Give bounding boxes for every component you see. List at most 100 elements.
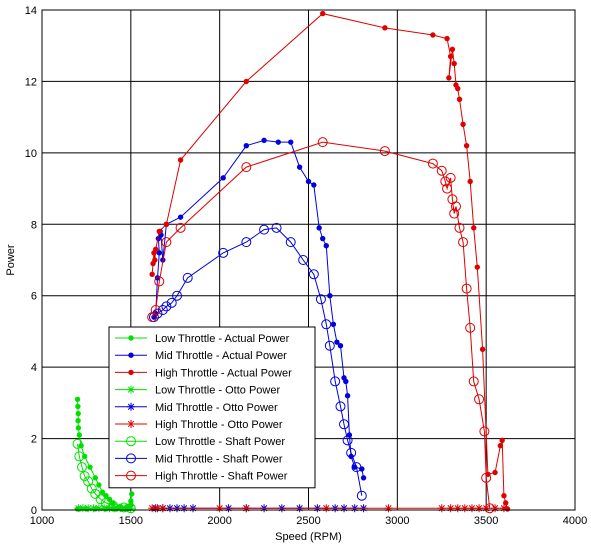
data-point <box>166 297 177 308</box>
data-point <box>110 504 119 513</box>
data-point <box>261 137 267 144</box>
x-tick-label: 1500 <box>119 515 143 527</box>
data-point <box>116 504 125 513</box>
data-point <box>343 378 349 385</box>
data-point <box>479 426 490 437</box>
data-point <box>92 475 99 481</box>
data-point <box>161 237 172 248</box>
data-point <box>75 403 81 410</box>
legend-label: Mid Throttle - Shaft Power <box>155 453 283 465</box>
legend-entry: Low Throttle - Actual Power <box>115 333 290 345</box>
data-point <box>503 500 509 506</box>
data-point <box>89 504 98 513</box>
data-point <box>499 504 508 513</box>
data-point <box>161 301 172 312</box>
data-point <box>436 165 447 176</box>
legend-entry: Low Throttle - Otto Power <box>115 385 280 397</box>
legend-marker <box>128 352 134 358</box>
data-point <box>460 121 466 127</box>
y-tick-label: 0 <box>31 505 37 517</box>
data-point <box>317 137 328 148</box>
data-point <box>311 182 317 188</box>
data-point <box>96 482 102 488</box>
data-point <box>72 438 83 449</box>
series-7 <box>148 222 367 501</box>
data-point <box>125 503 136 514</box>
legend-entry: Low Throttle - Shaft Power <box>115 436 285 448</box>
data-point <box>243 143 250 149</box>
data-point <box>175 222 186 233</box>
series-5 <box>148 504 508 513</box>
data-point <box>84 504 93 513</box>
data-point <box>360 475 367 481</box>
data-point <box>440 176 451 187</box>
data-point <box>430 32 436 38</box>
data-point <box>288 139 294 145</box>
data-point <box>501 493 507 499</box>
data-point <box>327 293 333 299</box>
data-point <box>444 35 450 42</box>
legend-label: High Throttle - Shaft Power <box>155 471 288 483</box>
data-point <box>158 504 167 513</box>
legend-label: Mid Throttle - Otto Power <box>155 402 278 414</box>
y-tick-label: 10 <box>25 148 37 160</box>
data-point <box>74 396 81 402</box>
data-point <box>316 225 322 231</box>
data-point <box>163 221 170 227</box>
data-point <box>320 10 326 17</box>
series-line <box>151 141 491 509</box>
data-point <box>453 504 462 513</box>
data-point <box>342 435 353 446</box>
legend-entry: Mid Throttle - Actual Power <box>115 350 287 362</box>
legend-marker <box>128 335 134 341</box>
data-point <box>129 491 135 497</box>
series-line <box>153 227 363 496</box>
data-point <box>75 425 82 431</box>
data-point <box>94 504 103 513</box>
data-point <box>465 322 476 333</box>
legend-entry: High Throttle - Shaft Power <box>115 470 288 483</box>
data-point <box>87 464 93 470</box>
data-point <box>182 272 193 283</box>
legend-marker <box>127 385 135 394</box>
y-tick-label: 8 <box>31 219 37 231</box>
x-tick-label: 4000 <box>563 515 587 527</box>
data-point <box>78 504 87 513</box>
data-point <box>296 164 303 170</box>
data-point <box>330 376 341 387</box>
data-point <box>450 201 461 212</box>
data-point <box>152 257 158 263</box>
data-point <box>76 462 87 473</box>
y-tick-label: 14 <box>25 5 37 17</box>
data-point <box>156 250 162 256</box>
data-point <box>153 504 162 513</box>
data-point <box>467 504 476 513</box>
y-tick-label: 12 <box>25 76 37 88</box>
data-point <box>321 319 332 330</box>
data-point <box>149 271 155 277</box>
data-point <box>449 46 456 52</box>
data-point <box>323 243 329 249</box>
data-point <box>463 143 470 149</box>
data-point <box>215 504 224 513</box>
legend-label: High Throttle - Otto Power <box>155 419 283 431</box>
data-point <box>99 489 106 495</box>
legend: Low Throttle - Actual Power Mid Throttle … <box>108 326 316 489</box>
data-point <box>497 443 504 449</box>
series-2 <box>149 10 511 512</box>
data-point <box>379 146 390 157</box>
data-point <box>461 283 472 294</box>
data-point <box>449 208 460 219</box>
legend-marker <box>128 369 134 376</box>
x-tick-label: 2500 <box>296 515 320 527</box>
series-line <box>77 443 131 509</box>
data-point <box>437 504 446 513</box>
legend-entry: High Throttle - Actual Power <box>115 367 292 379</box>
data-point <box>86 483 97 494</box>
data-point <box>106 496 113 502</box>
data-point <box>177 214 184 220</box>
data-point <box>218 247 229 258</box>
data-point <box>75 418 81 424</box>
series-layer <box>72 10 511 514</box>
data-point <box>322 504 331 513</box>
